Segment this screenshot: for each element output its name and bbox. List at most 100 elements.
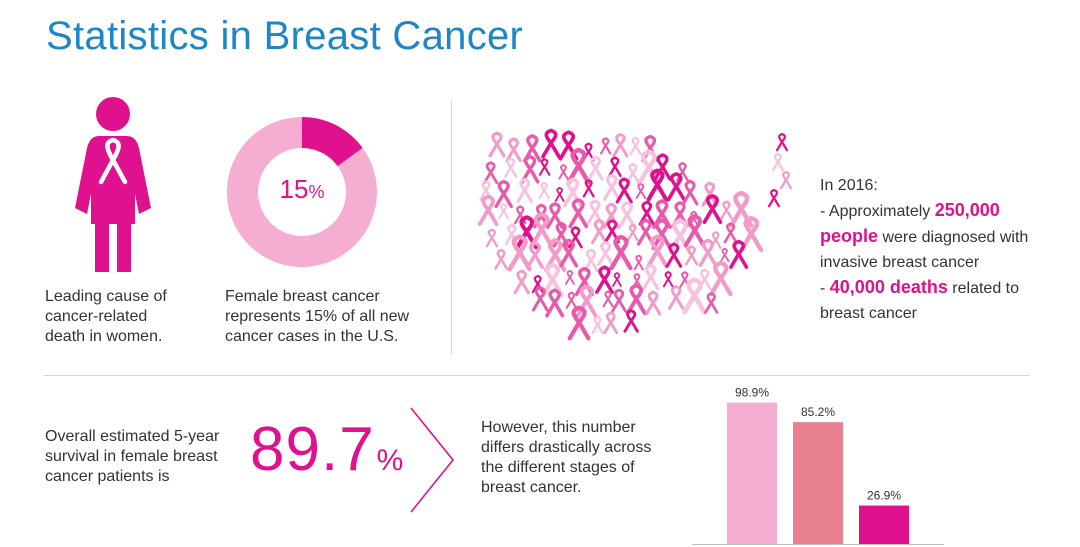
donut-chart: 15% xyxy=(227,117,377,267)
ribbon-icon xyxy=(681,179,699,206)
ribbon-icon xyxy=(771,152,785,172)
ribbon-icon xyxy=(697,268,712,291)
ribbon-icon xyxy=(602,173,621,202)
ribbon-icon xyxy=(568,226,583,249)
bar-label-0: 98.9% xyxy=(735,386,769,400)
stages-caption: However, this number differs drastically… xyxy=(481,419,652,496)
ribbon-icon xyxy=(545,288,565,318)
ribbon-icon xyxy=(635,183,647,199)
ribbon-icon xyxy=(709,260,733,297)
ribbon-icon xyxy=(779,170,793,190)
ribbon-icon xyxy=(504,157,518,178)
ribbon-icon xyxy=(720,200,733,220)
ribbon-icon xyxy=(684,245,699,266)
ribbon-icon xyxy=(538,181,550,200)
ribbon-icon xyxy=(575,284,598,318)
ribbon-icon xyxy=(558,164,569,180)
donut-slice-0 xyxy=(302,117,363,167)
ribbon-icon xyxy=(595,265,614,294)
ribbon-icon xyxy=(729,239,749,269)
ribbon-icon xyxy=(485,228,499,248)
bar-label-2: 26.9% xyxy=(867,489,901,503)
ribbon-icon xyxy=(590,218,608,245)
ribbon-icon xyxy=(568,198,589,229)
ribbon-icon xyxy=(627,223,639,242)
ribbon-icon xyxy=(559,238,579,268)
ribbon-icon xyxy=(729,190,754,228)
bar-0 xyxy=(727,402,777,544)
deaths-count: 40,000 deaths xyxy=(829,277,948,297)
ribbon-icon xyxy=(603,311,619,335)
ribbon-icon xyxy=(633,254,644,271)
ribbon-icon xyxy=(682,277,707,315)
ribbon-icon xyxy=(612,272,622,287)
ribbon-icon xyxy=(591,315,604,335)
ribbon-icon xyxy=(505,137,522,163)
diagnosed-count: 250,000 xyxy=(934,200,1000,220)
ribbon-icon xyxy=(723,222,738,244)
ribbon-icon xyxy=(516,177,533,204)
ribbon-icon xyxy=(554,186,565,202)
ribbon-icon xyxy=(641,263,660,291)
ribbon-icon xyxy=(704,292,719,314)
bar-2 xyxy=(859,505,909,544)
page-title: Statistics in Breast Cancer xyxy=(46,14,524,58)
ribbon-icon xyxy=(538,158,551,176)
donut-slice-1 xyxy=(227,117,377,267)
ribbon-icon xyxy=(599,137,612,155)
vertical-divider xyxy=(451,100,452,355)
donut-caption: Female breast cancer represents 15% of a… xyxy=(225,288,410,345)
ribbon-icon xyxy=(546,202,564,229)
ribbon-icon xyxy=(488,131,506,158)
ribbon-icon xyxy=(520,154,540,184)
ribbon-icon xyxy=(567,305,591,341)
ribbon-icon xyxy=(608,156,622,178)
ribbon-icon xyxy=(494,179,513,209)
ribbon-icon xyxy=(541,128,561,159)
us-ribbon-map xyxy=(477,128,793,341)
ribbon-icon xyxy=(494,248,508,270)
ribbon-icon xyxy=(739,215,764,253)
chevron-right-icon xyxy=(410,407,455,513)
woman-ribbon-icon xyxy=(75,97,151,272)
ribbon-icon xyxy=(525,241,545,270)
ribbon-icon xyxy=(775,132,789,152)
survival-caption: Overall estimated 5-year survival in fem… xyxy=(45,428,220,485)
horizontal-divider xyxy=(44,375,1030,376)
survival-percentage: 89.7% xyxy=(250,415,405,484)
ribbon-icon xyxy=(587,155,604,181)
ribbon-icon xyxy=(602,290,614,308)
ribbon-icon xyxy=(625,283,647,316)
ribbon-icon xyxy=(611,288,627,313)
ribbon-icon xyxy=(498,202,509,220)
ribbon-icon xyxy=(626,162,640,184)
ribbon-icon xyxy=(615,177,633,204)
ribbon-icon xyxy=(552,221,570,248)
ribbon-icon xyxy=(638,200,655,226)
ribbon-icon xyxy=(477,194,499,226)
ribbon-icon xyxy=(702,193,723,225)
ribbon-icon xyxy=(597,240,614,266)
ribbon-icon xyxy=(565,269,575,285)
ribbon-icon xyxy=(668,285,685,310)
ribbon-icon xyxy=(666,172,686,202)
stats-year: In 2016: xyxy=(820,177,878,194)
ribbon-icon xyxy=(618,201,637,229)
ribbon-icon xyxy=(544,238,567,273)
stage-survival-bar-chart: 98.9% 85.2% 26.9% xyxy=(692,386,944,545)
ribbon-icon xyxy=(665,242,683,268)
ribbon-icon xyxy=(646,234,669,269)
ribbon-icon xyxy=(662,270,674,288)
bar-1 xyxy=(793,422,843,544)
ribbon-icon xyxy=(709,231,722,249)
bar-label-1: 85.2% xyxy=(801,405,835,419)
stats-2016: In 2016: - Approximately 250,000 people … xyxy=(820,173,1028,326)
ribbon-icon xyxy=(566,147,591,185)
leading-cause-caption: Leading cause of cancer-related death in… xyxy=(45,288,167,345)
ribbon-icon xyxy=(531,285,549,312)
ribbon-icon xyxy=(612,132,629,158)
ribbon-icon xyxy=(513,269,530,295)
ribbon-icon xyxy=(623,309,639,333)
ribbon-icon xyxy=(609,234,633,271)
ribbon-icon xyxy=(582,179,595,198)
